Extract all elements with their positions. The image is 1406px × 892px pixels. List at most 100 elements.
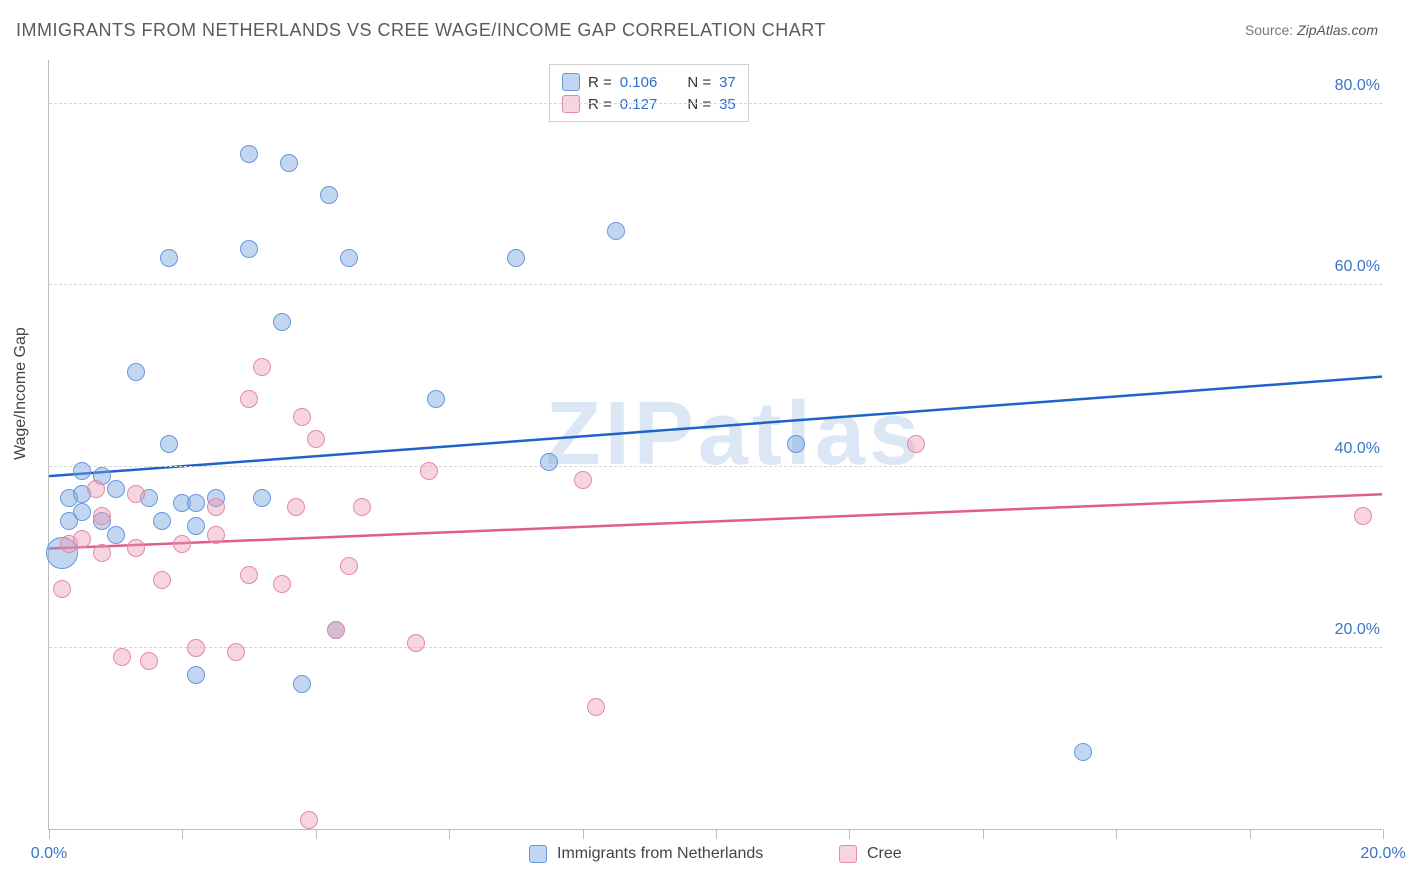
scatter-point xyxy=(540,453,558,471)
scatter-point xyxy=(787,435,805,453)
scatter-point xyxy=(907,435,925,453)
x-tick xyxy=(716,829,717,839)
scatter-point xyxy=(93,507,111,525)
scatter-point xyxy=(127,363,145,381)
legend-swatch xyxy=(839,845,857,863)
y-tick-label: 40.0% xyxy=(1331,440,1384,458)
r-label: R = xyxy=(588,74,612,91)
x-tick-label: 20.0% xyxy=(1360,845,1405,863)
y-axis-label: Wage/Income Gap xyxy=(12,327,30,460)
trend-lines xyxy=(49,60,1382,829)
correlation-legend: R =0.106N =37R =0.127N =35 xyxy=(549,64,749,122)
x-tick xyxy=(1383,829,1384,839)
series-legend-item: Immigrants from Netherlands xyxy=(529,845,763,863)
scatter-point xyxy=(153,571,171,589)
legend-row: R = 0.106 N = 37 xyxy=(562,71,736,93)
scatter-point xyxy=(73,462,91,480)
scatter-point xyxy=(307,430,325,448)
scatter-point xyxy=(73,503,91,521)
scatter-point xyxy=(107,480,125,498)
scatter-point xyxy=(240,390,258,408)
scatter-point xyxy=(353,498,371,516)
scatter-point xyxy=(127,539,145,557)
scatter-point xyxy=(240,566,258,584)
scatter-point xyxy=(300,811,318,829)
scatter-point xyxy=(160,249,178,267)
y-tick-label: 60.0% xyxy=(1331,258,1384,276)
scatter-point xyxy=(93,544,111,562)
x-tick-label: 0.0% xyxy=(31,845,67,863)
scatter-point xyxy=(240,240,258,258)
x-tick xyxy=(449,829,450,839)
y-tick-label: 80.0% xyxy=(1331,77,1384,95)
scatter-point xyxy=(574,471,592,489)
scatter-point xyxy=(87,480,105,498)
scatter-point xyxy=(507,249,525,267)
legend-swatch xyxy=(529,845,547,863)
scatter-point xyxy=(73,530,91,548)
n-value: 37 xyxy=(719,74,736,91)
scatter-point xyxy=(253,489,271,507)
r-value: 0.106 xyxy=(620,74,658,91)
source-label: Source: xyxy=(1245,22,1293,38)
scatter-point xyxy=(187,639,205,657)
x-tick xyxy=(1116,829,1117,839)
chart-title: IMMIGRANTS FROM NETHERLANDS VS CREE WAGE… xyxy=(16,20,826,41)
gridline xyxy=(49,466,1382,467)
x-tick xyxy=(1250,829,1251,839)
scatter-point xyxy=(607,222,625,240)
scatter-point xyxy=(1354,507,1372,525)
scatter-point xyxy=(1074,743,1092,761)
scatter-point xyxy=(140,652,158,670)
gridline xyxy=(49,647,1382,648)
x-tick xyxy=(49,829,50,839)
scatter-point xyxy=(153,512,171,530)
x-tick xyxy=(849,829,850,839)
scatter-point xyxy=(293,675,311,693)
scatter-point xyxy=(340,249,358,267)
series-legend-item: Cree xyxy=(839,845,902,863)
scatter-point xyxy=(187,494,205,512)
trend-line xyxy=(49,494,1382,548)
legend-label: Cree xyxy=(867,845,902,863)
x-tick xyxy=(316,829,317,839)
x-tick xyxy=(583,829,584,839)
scatter-point xyxy=(587,698,605,716)
scatter-point xyxy=(340,557,358,575)
legend-swatch xyxy=(562,73,580,91)
scatter-point xyxy=(280,154,298,172)
scatter-point xyxy=(293,408,311,426)
gridline xyxy=(49,284,1382,285)
source-value: ZipAtlas.com xyxy=(1297,22,1378,38)
scatter-point xyxy=(127,485,145,503)
scatter-point xyxy=(253,358,271,376)
x-tick xyxy=(983,829,984,839)
scatter-point xyxy=(273,313,291,331)
scatter-point xyxy=(420,462,438,480)
scatter-point xyxy=(187,666,205,684)
source-attribution: Source: ZipAtlas.com xyxy=(1245,22,1378,38)
scatter-point xyxy=(173,535,191,553)
scatter-point xyxy=(207,498,225,516)
scatter-point xyxy=(207,526,225,544)
scatter-point xyxy=(273,575,291,593)
legend-label: Immigrants from Netherlands xyxy=(557,845,763,863)
scatter-point xyxy=(320,186,338,204)
scatter-point xyxy=(407,634,425,652)
x-tick xyxy=(182,829,183,839)
scatter-point xyxy=(53,580,71,598)
scatter-point xyxy=(227,643,245,661)
watermark: ZIPatlas xyxy=(546,383,923,486)
chart-plot-area: ZIPatlas R =0.106N =37R =0.127N =35 Immi… xyxy=(48,60,1382,830)
scatter-point xyxy=(427,390,445,408)
scatter-point xyxy=(160,435,178,453)
scatter-point xyxy=(113,648,131,666)
scatter-point xyxy=(287,498,305,516)
scatter-point xyxy=(240,145,258,163)
y-tick-label: 20.0% xyxy=(1331,621,1384,639)
scatter-point xyxy=(107,526,125,544)
scatter-point xyxy=(327,621,345,639)
gridline xyxy=(49,103,1382,104)
scatter-point xyxy=(187,517,205,535)
n-label: N = xyxy=(687,74,711,91)
